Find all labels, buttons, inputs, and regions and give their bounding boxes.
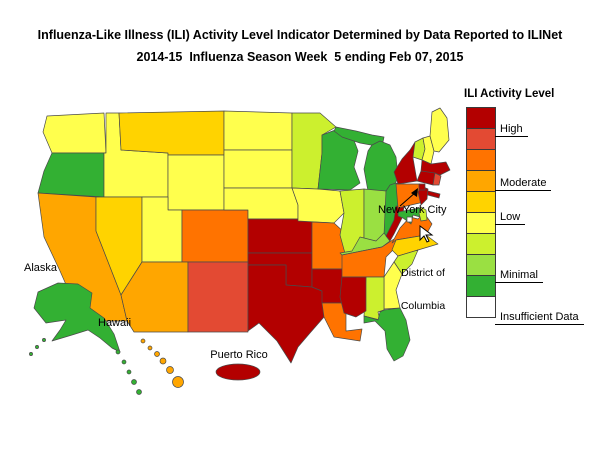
state-NJ[interactable] (417, 185, 429, 206)
state-KS[interactable] (247, 218, 313, 254)
state-CO[interactable] (181, 209, 249, 263)
state-FL[interactable] (363, 307, 411, 362)
state-HI-island[interactable] (166, 366, 174, 374)
legend-swatch-level-2 (466, 275, 496, 297)
city-markers (406, 183, 426, 223)
nyc-arrowhead (411, 188, 418, 197)
nyc-marker[interactable] (418, 183, 426, 191)
district-of-columbia-label-line1: District of (401, 267, 445, 279)
legend-label-minimal: Minimal (495, 269, 543, 283)
legend-swatch-level-9 (466, 128, 496, 150)
puerto-rico-label: Puerto Rico (210, 349, 268, 361)
state-NY[interactable] (393, 141, 418, 185)
dc-marker[interactable] (406, 216, 413, 223)
state-WA[interactable] (42, 112, 107, 154)
state-HI-island[interactable] (159, 357, 167, 365)
annotation-arrows (399, 188, 434, 243)
state-AK-island[interactable] (29, 352, 33, 356)
district-of-columbia-label-line2: Columbia (400, 300, 446, 312)
state-AK-island[interactable] (126, 369, 132, 375)
state-MI-lower[interactable] (363, 140, 399, 192)
state-AK-island[interactable] (131, 379, 137, 385)
state-SC[interactable] (393, 249, 419, 275)
state-ND[interactable] (223, 110, 293, 151)
state-NM[interactable] (187, 261, 249, 333)
state-OR[interactable] (37, 152, 105, 198)
state-MS[interactable] (339, 276, 367, 318)
page-title-line2: 2014-15 Influenza Season Week 5 ending F… (136, 50, 464, 64)
legend: ILI Activity Level High Moderate Low Min… (462, 88, 598, 325)
legend-swatch-level-5 (466, 212, 496, 234)
contiguous-states (37, 107, 451, 364)
alaska-label: Alaska (24, 262, 58, 274)
state-CT[interactable] (416, 170, 436, 186)
state-HI-island[interactable] (172, 376, 184, 388)
legend-swatch-level-10 (466, 107, 496, 129)
state-AK-island[interactable] (35, 345, 39, 349)
state-WY[interactable] (167, 154, 225, 211)
legend-label-high: High (495, 123, 528, 137)
state-PR[interactable] (215, 363, 261, 381)
legend-swatch-level-8 (466, 149, 496, 171)
state-SD[interactable] (223, 149, 293, 189)
legend-swatch-column: High Moderate Low Minimal Insufficient D… (466, 107, 598, 325)
legend-swatch-level-3 (466, 254, 496, 276)
dc-cursor-arrow-icon (419, 225, 434, 243)
state-TX[interactable] (247, 264, 325, 364)
district-of-columbia-label: District of Columbia (392, 246, 454, 323)
state-RI[interactable] (432, 172, 442, 186)
legend-swatch-insufficient (466, 296, 496, 318)
puerto-rico-group (215, 363, 261, 381)
state-AK-island[interactable] (115, 349, 121, 355)
state-AK[interactable] (33, 282, 121, 353)
state-HI-island[interactable] (154, 351, 160, 357)
legend-swatch-level-6 (466, 191, 496, 213)
state-ME[interactable] (429, 107, 450, 153)
state-HI-island[interactable] (147, 345, 153, 351)
state-IA[interactable] (291, 187, 345, 224)
legend-label-moderate: Moderate (495, 177, 552, 191)
state-AK-island[interactable] (121, 359, 127, 365)
state-DE[interactable] (418, 206, 428, 222)
state-AK-island[interactable] (42, 338, 46, 342)
legend-swatch-level-4 (466, 233, 496, 255)
state-HI-island[interactable] (140, 338, 146, 344)
new-york-city-label: New York City (378, 204, 447, 216)
legend-title: ILI Activity Level (464, 88, 555, 100)
legend-label-insufficient-data: Insufficient Data (495, 311, 584, 325)
state-MT[interactable] (118, 110, 225, 156)
alaska-group (29, 282, 142, 395)
hawaii-group (140, 338, 184, 388)
legend-label-low: Low (495, 211, 526, 225)
state-AK-island[interactable] (136, 389, 142, 395)
hawaii-label: Hawaii (98, 317, 132, 329)
page-title-line1: Influenza-Like Illness (ILI) Activity Le… (37, 28, 563, 42)
legend-swatch-level-7 (466, 170, 496, 192)
